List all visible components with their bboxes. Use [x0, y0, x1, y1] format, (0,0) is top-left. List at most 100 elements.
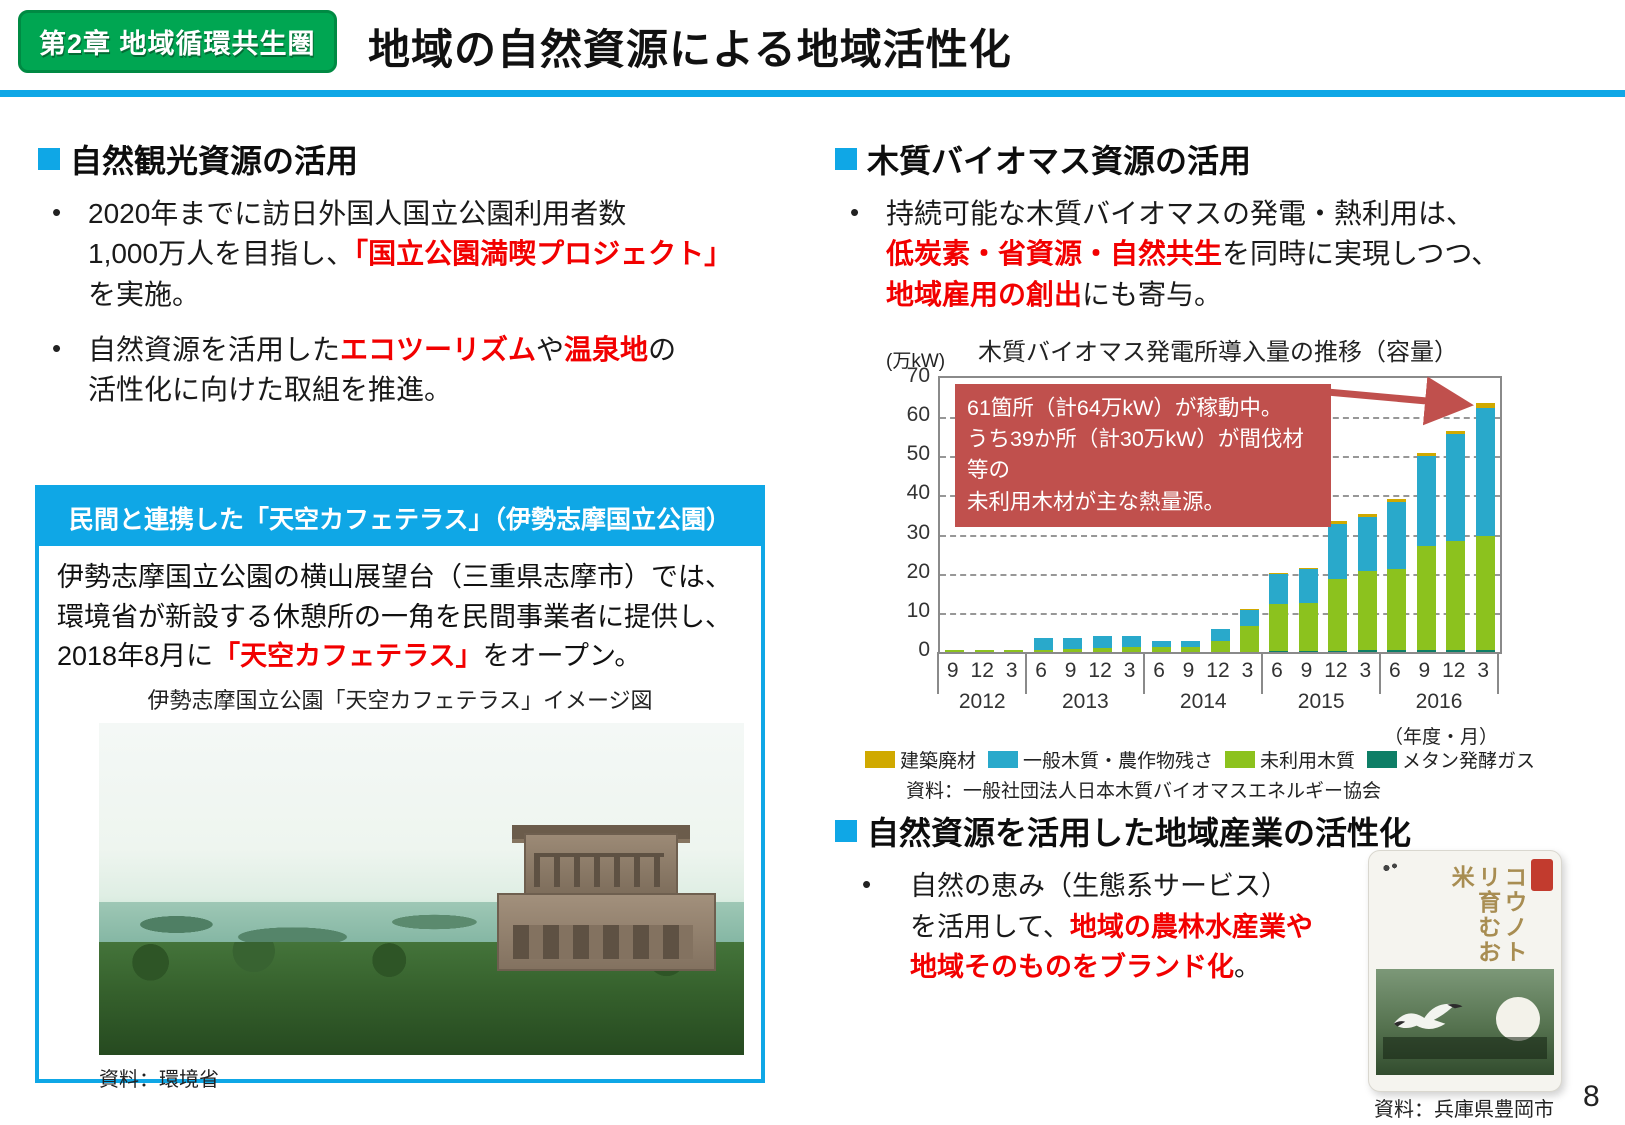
- bar-segment: [1269, 603, 1289, 652]
- bullet-dot: •: [850, 197, 860, 227]
- bar-segment: [1210, 640, 1230, 652]
- year-divider: [937, 652, 939, 694]
- text-line: 自然の恵み（生態系サービス）: [910, 871, 1288, 901]
- stork-icon: [1393, 1003, 1463, 1029]
- year-label: 2016: [1415, 690, 1463, 713]
- bar-segment: [1239, 625, 1259, 652]
- legend-label: 未利用木質: [1260, 751, 1356, 772]
- y-tick-label: 40: [906, 481, 930, 505]
- text-line: 自然資源を活用した: [88, 334, 341, 365]
- bar-segment: [1122, 635, 1142, 648]
- text-line: の: [648, 334, 677, 365]
- year-divider: [1379, 652, 1382, 694]
- bullet-text: 自然の恵み（生態系サービス） を活用して、地域の農林水産業や 地域そのものをブラ…: [910, 866, 1313, 988]
- legend-label: 一般木質・農作物残さ: [1022, 751, 1213, 772]
- chart-legend: 建築廃材 一般木質・農作物残さ 未利用木質 メタン発酵ガス: [864, 746, 1535, 773]
- text-line: 2018年8月に: [57, 641, 214, 672]
- case-study-body: 伊勢志摩国立公園の横山展望台（三重県志摩市）では、 環境省が新設する休憩所の一角…: [39, 546, 761, 677]
- bar-segment: [1298, 651, 1318, 652]
- bar-segment: [974, 650, 994, 652]
- y-axis-labels: 0 10 20 30 40 50 60 70: [890, 332, 930, 672]
- text-line: 伊勢志摩国立公園の横山展望台（三重県志摩市）では、: [57, 562, 732, 592]
- x-tick-label: 9: [1064, 659, 1077, 682]
- rice-bag-photo: コウノトリ育むお米: [1368, 850, 1562, 1092]
- bar-segment: [1063, 638, 1083, 650]
- y-tick-label: 10: [906, 598, 930, 622]
- year-label: 2012: [958, 690, 1006, 713]
- bar-segment: [1269, 651, 1289, 652]
- x-tick-label: 3: [1359, 659, 1372, 682]
- x-tick-label: 3: [1477, 659, 1490, 682]
- bar-segment: [1446, 540, 1466, 650]
- bar-segment: [1063, 649, 1083, 652]
- x-tick-label: 3: [1005, 659, 1018, 682]
- bar-segment: [1269, 572, 1289, 574]
- bar-segment: [1416, 452, 1436, 456]
- bar-segment: [1328, 650, 1348, 652]
- year-divider: [1497, 652, 1499, 694]
- bar-segment: [1328, 579, 1348, 651]
- bullet-dot: •: [862, 869, 872, 899]
- bar-segment: [1475, 403, 1495, 409]
- highlight-text: エコツーリズム: [340, 334, 537, 365]
- chapter-badge: 第2章 地域循環共生圏: [18, 10, 337, 73]
- bullet-dot: •: [52, 197, 62, 227]
- bullet-text: 2020年までに訪日外国人国立公園利用者数 1,000万人を目指し、「国立公園満…: [88, 194, 732, 315]
- bar-segment: [1357, 514, 1377, 517]
- bar-segment: [1475, 535, 1495, 650]
- rice-window: [1496, 997, 1540, 1041]
- bar-segment: [1416, 650, 1436, 652]
- year-divider: [1143, 652, 1146, 694]
- case-study-header: 民間と連携した「天空カフェテラス」（伊勢志摩国立公園）: [39, 489, 761, 546]
- legend-swatch: [1225, 751, 1255, 768]
- bar-segment: [1298, 603, 1318, 652]
- bullet-national-park: • 2020年までに訪日外国人国立公園利用者数 1,000万人を目指し、「国立公…: [52, 194, 792, 315]
- bar-segment: [1416, 545, 1436, 651]
- text-line: を活用して、: [910, 911, 1070, 942]
- rice-bag-label: コウノトリ育むお米: [1448, 865, 1527, 965]
- y-tick-label: 60: [906, 403, 930, 427]
- x-tick-label: 9: [946, 659, 959, 682]
- highlight-text: 低炭素・省資源・自然共生: [886, 238, 1223, 270]
- image-caption: 伊勢志摩国立公園「天空カフェテラス」イメージ図: [147, 688, 653, 714]
- text-line: や: [536, 334, 565, 365]
- x-tick-label: 12: [1088, 659, 1112, 682]
- bar-segment: [1328, 520, 1348, 524]
- bar-segment: [1239, 610, 1259, 626]
- header-divider: [0, 90, 1625, 97]
- bar-segment: [1357, 650, 1377, 652]
- highlight-text: 「国立公園満喫プロジェクト」: [354, 238, 733, 270]
- bag-bottom-band: [1383, 1037, 1547, 1059]
- bar-segment: [1387, 650, 1407, 652]
- text-line: を同時に実現しつつ、: [1222, 238, 1500, 270]
- bullet-text: 自然資源を活用したエコツーリズムや温泉地の 活性化に向けた取組を推進。: [88, 330, 676, 411]
- annotation-line: うち39か所（計30万kW）が間伐材等の: [967, 427, 1304, 483]
- bar-segment: [1210, 628, 1230, 641]
- text-line: 。: [1234, 952, 1261, 982]
- observation-deck-building: [497, 893, 716, 972]
- annotation-line: 61箇所（計64万kW）が稼動中。: [967, 396, 1283, 420]
- highlight-text: 温泉地: [564, 334, 649, 365]
- y-tick-label: 50: [906, 442, 930, 466]
- bar-segment: [1298, 568, 1318, 604]
- y-tick-label: 70: [906, 364, 930, 387]
- bullet-dot: •: [52, 333, 62, 363]
- stork-field-photo: [1376, 969, 1554, 1075]
- text-line: にも寄与。: [1082, 278, 1223, 310]
- bar-segment: [1387, 498, 1407, 503]
- bar-segment: [1239, 608, 1259, 611]
- x-tick-label: 6: [1271, 659, 1283, 682]
- section-heading-label: 自然観光資源の活用: [70, 143, 359, 179]
- axis-note: （年度・月）: [1383, 727, 1498, 748]
- y-tick-label: 0: [918, 638, 930, 661]
- bar-segment: [1446, 430, 1466, 434]
- x-tick-label: 12: [970, 659, 994, 682]
- bag-logo-icon: [1381, 861, 1399, 875]
- text-line: 2020年までに訪日外国人国立公園利用者数: [88, 198, 627, 229]
- red-seal-icon: [1531, 859, 1553, 891]
- square-bullet-icon: [835, 820, 857, 842]
- x-tick-label: 3: [1123, 659, 1136, 682]
- x-tick-label: 9: [1418, 659, 1431, 682]
- bullet-text: 持続可能な木質バイオマスの発電・熱利用は、 低炭素・省資源・自然共生を同時に実現…: [886, 194, 1499, 315]
- text-line: 1,000万人を目指し、: [88, 238, 355, 270]
